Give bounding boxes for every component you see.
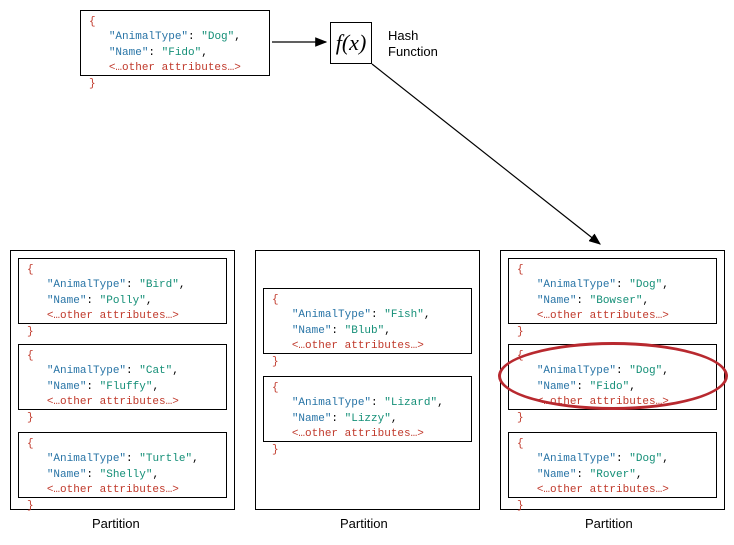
partition-label: Partition	[340, 516, 388, 531]
partition-record: { "AnimalType": "Dog", "Name": "Fido", <…	[508, 344, 717, 410]
partition-record: { "AnimalType": "Turtle", "Name": "Shell…	[18, 432, 227, 498]
partition-record: { "AnimalType": "Dog", "Name": "Rover", …	[508, 432, 717, 498]
partition-record: { "AnimalType": "Lizard", "Name": "Lizzy…	[263, 376, 472, 442]
partition-record: { "AnimalType": "Bird", "Name": "Polly",…	[18, 258, 227, 324]
partition-record: { "AnimalType": "Fish", "Name": "Blub", …	[263, 288, 472, 354]
hash-symbol: f(x)	[336, 30, 367, 56]
partition-label: Partition	[585, 516, 633, 531]
partition-label: Partition	[92, 516, 140, 531]
hash-function-box: f(x)	[330, 22, 372, 64]
input-record: { "AnimalType": "Dog", "Name": "Fido", <…	[80, 10, 270, 76]
hash-function-label: Hash Function	[388, 28, 448, 59]
partition-record: { "AnimalType": "Cat", "Name": "Fluffy",…	[18, 344, 227, 410]
arrow	[372, 64, 600, 244]
partition-record: { "AnimalType": "Dog", "Name": "Bowser",…	[508, 258, 717, 324]
